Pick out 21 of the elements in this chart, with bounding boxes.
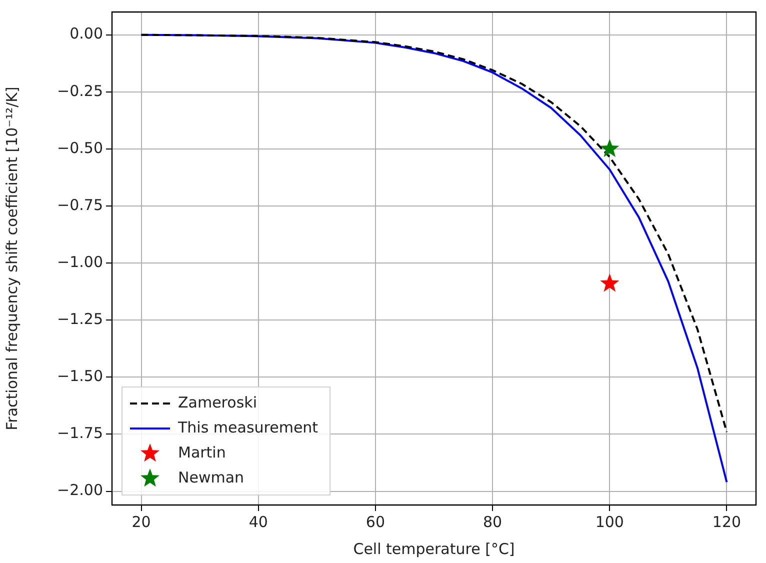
- x-axis-title: Cell temperature [°C]: [353, 540, 515, 558]
- y-tick-label: −1.75: [57, 424, 103, 442]
- y-tick-label: −1.00: [57, 252, 103, 271]
- y-tick-label: −1.25: [57, 310, 103, 328]
- x-tick-label: 20: [132, 512, 151, 531]
- y-tick-label: −2.00: [57, 481, 103, 500]
- legend-label: Martin: [178, 443, 226, 462]
- x-tick-label: 80: [483, 512, 502, 531]
- y-tick-label: −0.75: [57, 196, 103, 214]
- x-tick-label: 60: [366, 512, 385, 531]
- y-tick-label: −0.50: [57, 138, 103, 157]
- legend-label: Newman: [178, 468, 244, 486]
- x-tick-label: 100: [595, 512, 624, 531]
- legend-label: Zameroski: [178, 393, 257, 412]
- y-axis-title: Fractional frequency shift coefficient [10⁻¹²/K]: [2, 86, 21, 430]
- y-tick-label: −0.25: [57, 82, 103, 100]
- y-tick-label: −1.50: [57, 367, 103, 386]
- x-tick-label: 40: [248, 512, 268, 531]
- y-tick-label: 0.00: [70, 24, 103, 43]
- x-tick-label: 120: [712, 512, 742, 531]
- legend-label: This measurement: [177, 418, 318, 436]
